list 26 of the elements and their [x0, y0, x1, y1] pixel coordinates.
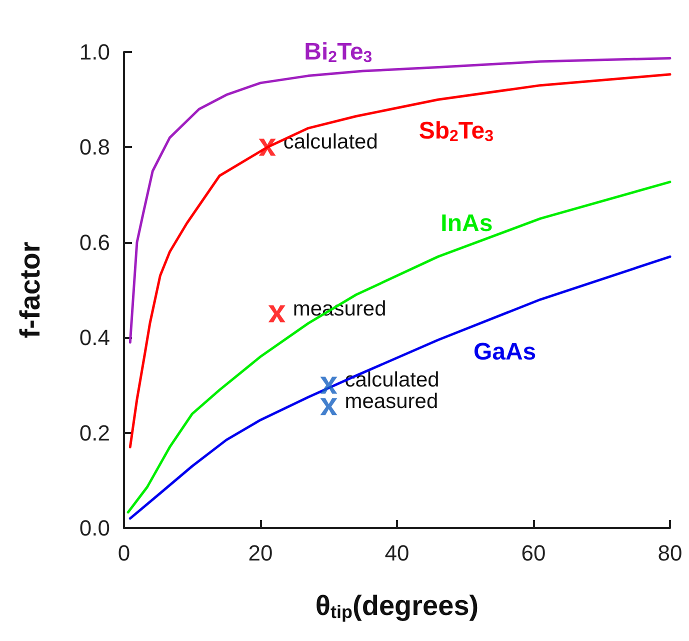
- y-tick-label: 0.8: [79, 134, 110, 160]
- line-series: [128, 255, 672, 520]
- y-tick-label: 0.4: [79, 325, 110, 350]
- y-tick-label: 0.6: [79, 230, 110, 255]
- y-tick-label: 0.2: [79, 420, 110, 446]
- annotation: calculated: [344, 368, 440, 392]
- line-series: [128, 73, 672, 448]
- line-series: [126, 180, 672, 514]
- point: [320, 398, 338, 416]
- y-axis-title: f-factor: [14, 242, 46, 338]
- point: [320, 376, 338, 394]
- series-label: InAs: [440, 210, 493, 238]
- x-tick-label: 80: [658, 540, 682, 566]
- series-label: GaAs: [473, 338, 536, 366]
- annotation: measured: [344, 390, 438, 414]
- series-label: Bi2Te3: [304, 38, 372, 66]
- x-tick-label: 20: [248, 540, 273, 566]
- x-tick-label: 0: [118, 540, 130, 566]
- point: [258, 138, 276, 156]
- x-tick-label: 60: [521, 540, 546, 566]
- x-tick-label: 40: [384, 540, 410, 566]
- y-tick-label: 0.0: [79, 516, 110, 540]
- series-label: Sb2Te3: [418, 117, 494, 145]
- annotation: calculated: [283, 130, 378, 154]
- y-tick-label: 1.0: [79, 40, 110, 64]
- point: [268, 305, 286, 322]
